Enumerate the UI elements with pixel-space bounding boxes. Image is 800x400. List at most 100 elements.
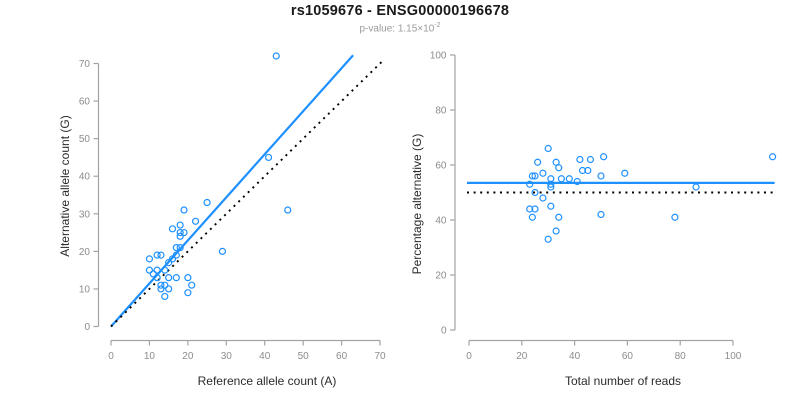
right-panel-data-point (600, 153, 608, 161)
left-panel-data-point (176, 232, 184, 240)
left-panel-data-point (157, 281, 165, 289)
regression-line (110, 54, 354, 328)
p-value-times-ten: ×10 (417, 23, 435, 35)
left-panel-data-point (145, 255, 154, 263)
right-panel-data-point (531, 188, 539, 197)
right-panel-y-tick-label: 80 (435, 106, 447, 117)
left-panel-data-point (153, 251, 161, 259)
left-panel-data-point (149, 270, 157, 278)
left-panel-data-point (161, 292, 169, 301)
right-panel-data-point (557, 175, 566, 183)
right-panel-data-point (539, 194, 547, 202)
left-panel-data-point (203, 198, 211, 207)
left-x-axis-label: Reference allele count (A) (197, 374, 337, 388)
right-panel-data-point (544, 235, 552, 243)
right-panel-x-tick-label: 60 (622, 351, 634, 362)
left-panel-y-tick-label: 20 (79, 247, 91, 258)
left-panel-data-point (188, 281, 196, 289)
right-panel-data-point (565, 175, 573, 183)
right-panel-data-point (534, 158, 542, 166)
right-panel-data-point (621, 169, 629, 177)
left-panel-x-tick-label: 40 (259, 351, 271, 362)
left-panel-y-tick-label: 0 (84, 322, 90, 333)
right-panel-data-point (539, 169, 547, 177)
left-panel-data-point (165, 274, 173, 282)
left-panel-data-point (157, 285, 165, 293)
left-panel-x-tick-label: 20 (182, 351, 194, 362)
p-value-exponent: -2 (434, 22, 441, 29)
right-panel-data-point (547, 202, 555, 210)
right-panel-data-point (528, 213, 536, 221)
identity-line (110, 59, 385, 328)
left-panel-data-point (161, 281, 169, 289)
right-panel-data-point (597, 172, 605, 180)
left-panel-x-tick-label: 70 (374, 351, 386, 362)
right-panel-data-point (552, 227, 560, 235)
right-x-axis-label: Total number of reads (564, 374, 682, 388)
right-panel-data-point (586, 155, 595, 164)
left-panel-x-tick-label: 50 (298, 351, 310, 362)
right-panel-data-point (531, 205, 539, 213)
left-panel-data-point (272, 52, 280, 60)
right-panel-data-point (552, 158, 560, 166)
right-panel-data-point (526, 180, 534, 188)
left-panel-data-point (153, 266, 161, 274)
left-panel-data-point (172, 274, 180, 282)
right-panel-y-tick-label: 40 (435, 216, 447, 227)
right-panel-y-tick-label: 0 (441, 326, 447, 337)
right-panel-data-point (573, 177, 581, 186)
left-panel-data-point (168, 255, 177, 263)
left-panel-data-point (157, 251, 165, 259)
right-panel-x-tick-label: 0 (466, 351, 472, 362)
left-panel-data-point (172, 251, 180, 259)
right-panel-data-point (547, 183, 555, 191)
left-panel-data-point (180, 206, 188, 214)
right-panel-data-point (555, 213, 563, 221)
left-panel-data-point (161, 266, 169, 274)
right-panel-data-point (544, 144, 552, 153)
right-panel-x-tick-label: 100 (725, 351, 742, 362)
left-panel-data-point (184, 289, 192, 297)
left-y-axis-label: Alternative allele count (G) (58, 115, 72, 257)
left-panel-data-point (184, 274, 192, 282)
right-y-axis-label: Percentage alternative (G) (410, 133, 424, 275)
left-panel-data-point (180, 228, 188, 237)
left-panel-data-point (176, 228, 184, 237)
left-panel-data-point (145, 266, 154, 274)
left-panel-data-point (264, 153, 273, 162)
right-panel-data-point (578, 166, 587, 175)
right-panel-data-point (528, 172, 536, 180)
right-panel-x-tick-label: 20 (516, 351, 528, 362)
right-panel-x-tick-label: 80 (675, 351, 687, 362)
right-panel-y-tick-label: 20 (435, 271, 447, 282)
left-panel-y-tick-label: 50 (79, 134, 91, 145)
right-panel-data-point (526, 205, 534, 213)
left-panel-data-point (191, 217, 200, 225)
left-panel-y-tick-label: 60 (79, 97, 91, 108)
right-panel-y-tick-label: 100 (430, 51, 447, 62)
left-panel-data-point (153, 274, 161, 282)
left-panel-data-point (176, 221, 184, 229)
right-panel-data-point (692, 183, 700, 191)
left-panel-data-point (176, 244, 184, 252)
right-panel-data-point (555, 164, 563, 172)
p-value-mantissa: 1.15 (397, 23, 418, 35)
left-panel-y-tick-label: 40 (79, 172, 91, 183)
left-panel-x-tick-label: 0 (108, 351, 114, 362)
left-panel-data-point (168, 225, 177, 233)
right-panel-data-point (768, 153, 777, 161)
left-panel-data-point (172, 244, 180, 252)
right-panel-data-point (584, 166, 592, 175)
right-panel-data-point (597, 210, 605, 219)
left-panel-y-tick-label: 30 (79, 209, 91, 220)
right-panel-x-tick-label: 40 (569, 351, 581, 362)
left-panel-data-point (165, 285, 173, 293)
left-panel-x-tick-label: 10 (144, 351, 156, 362)
right-panel-data-point (576, 155, 584, 164)
left-panel-data-point (218, 247, 227, 255)
right-panel-data-point (547, 180, 555, 188)
left-panel-y-tick-label: 10 (79, 284, 91, 295)
p-value-prefix: p-value: (359, 23, 398, 35)
